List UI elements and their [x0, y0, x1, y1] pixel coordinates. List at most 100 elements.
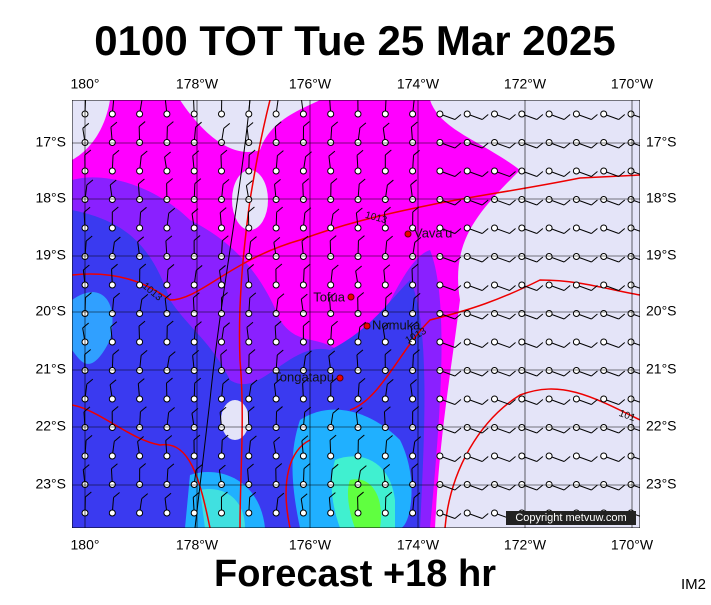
wind-barb	[142, 95, 148, 100]
wind-station	[492, 368, 498, 374]
lat-label: 20°S	[35, 303, 66, 319]
wind-station	[519, 339, 525, 345]
wind-station	[519, 111, 525, 117]
wind-station	[246, 311, 252, 317]
lat-label: 22°S	[35, 418, 66, 434]
wind-station	[464, 140, 470, 146]
wind-station	[573, 225, 579, 231]
wind-station	[164, 168, 170, 174]
wind-station	[546, 311, 552, 317]
copyright: Copyright metvuw.com	[515, 512, 626, 524]
wind-station	[109, 396, 115, 402]
wind-station	[300, 425, 306, 431]
wind-station	[492, 425, 498, 431]
wind-station	[546, 254, 552, 260]
wind-station	[191, 425, 197, 431]
wind-station	[573, 311, 579, 317]
wind-station	[219, 339, 225, 345]
wind-barb	[358, 93, 364, 98]
lon-label: 178°W	[176, 537, 219, 553]
wind-station	[628, 396, 634, 402]
wind-station	[437, 339, 443, 345]
wind-barb	[193, 93, 199, 98]
wind-station	[137, 453, 143, 459]
wind-station	[464, 396, 470, 402]
wind-station	[191, 225, 197, 231]
wind-station	[355, 339, 361, 345]
wind-station	[273, 453, 279, 459]
wind-station	[601, 396, 607, 402]
wind-station	[246, 510, 252, 516]
wind-station	[355, 482, 361, 488]
wind-station	[573, 111, 579, 117]
wind-station	[328, 482, 334, 488]
wind-station	[601, 254, 607, 260]
wind-station	[273, 140, 279, 146]
wind-barb	[646, 513, 652, 518]
wind-station	[300, 482, 306, 488]
wind-station	[191, 282, 197, 288]
wind-station	[601, 140, 607, 146]
wind-station	[464, 510, 470, 516]
wind-station	[546, 225, 552, 231]
wind-station	[492, 282, 498, 288]
wind-station	[300, 453, 306, 459]
wind-station	[328, 225, 334, 231]
wind-station	[519, 368, 525, 374]
wind-station	[601, 339, 607, 345]
wind-barb	[165, 94, 171, 99]
wind-station	[628, 111, 634, 117]
wind-station	[164, 368, 170, 374]
place-marker	[364, 323, 370, 329]
lon-label: 180°	[71, 76, 100, 92]
wind-station	[628, 482, 634, 488]
wind-barb	[646, 171, 652, 176]
wind-station	[573, 168, 579, 174]
wind-station	[628, 225, 634, 231]
wind-station	[300, 254, 306, 260]
wind-station	[355, 311, 361, 317]
wind-station	[273, 168, 279, 174]
wind-station	[273, 254, 279, 260]
wind-station	[437, 111, 443, 117]
lat-label: 19°S	[35, 247, 66, 263]
lon-label: 174°W	[397, 76, 440, 92]
wind-station	[328, 140, 334, 146]
wind-station	[109, 282, 115, 288]
lon-label: 176°W	[289, 76, 332, 92]
lat-label: 23°S	[35, 476, 66, 492]
wind-station	[273, 311, 279, 317]
wind-station	[355, 168, 361, 174]
corner-label: IM2	[681, 576, 706, 593]
wind-station	[601, 453, 607, 459]
wind-barb	[646, 228, 652, 233]
lon-label: 174°W	[397, 537, 440, 553]
wind-station	[137, 510, 143, 516]
wind-station	[300, 396, 306, 402]
wind-station	[546, 140, 552, 146]
wind-station	[382, 140, 388, 146]
wind-station	[246, 339, 252, 345]
wind-station	[382, 111, 388, 117]
wind-station	[519, 482, 525, 488]
wind-station	[164, 482, 170, 488]
wind-station	[410, 453, 416, 459]
wind-barb	[301, 94, 307, 99]
wind-station	[382, 168, 388, 174]
wind-station	[109, 254, 115, 260]
wind-station	[601, 311, 607, 317]
place-label: Vava'u	[414, 225, 452, 240]
wind-station	[300, 282, 306, 288]
wind-station	[464, 282, 470, 288]
wind-station	[246, 396, 252, 402]
wind-station	[191, 111, 197, 117]
wind-station	[410, 197, 416, 203]
wind-station	[382, 254, 388, 260]
wind-station	[328, 168, 334, 174]
wind-station	[410, 282, 416, 288]
wind-station	[191, 368, 197, 374]
wind-station	[492, 140, 498, 146]
wind-station	[492, 225, 498, 231]
wind-station	[437, 282, 443, 288]
